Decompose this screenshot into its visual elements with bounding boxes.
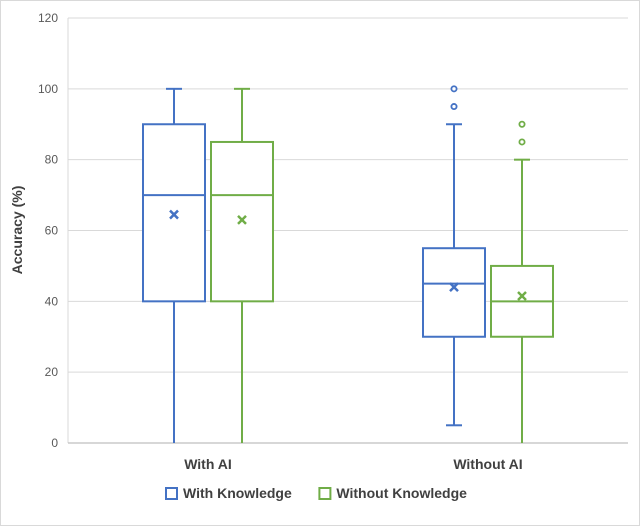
iqr-box <box>142 123 206 303</box>
legend: With Knowledge Without Knowledge <box>165 485 467 501</box>
mean-marker <box>449 282 459 293</box>
outlier-point <box>450 103 458 111</box>
y-tick-label: 20 <box>45 365 59 379</box>
boxes <box>142 85 554 443</box>
outlier-point <box>518 138 526 146</box>
mean-marker <box>517 291 527 301</box>
box-without-knowledge-0 <box>210 87 274 443</box>
outlier-point <box>450 85 458 93</box>
x-category-label: With AI <box>184 456 232 472</box>
iqr-box <box>210 140 274 303</box>
axes: 0 20 40 60 80 100 120 With AI Without AI <box>38 11 628 472</box>
outlier-point <box>518 120 526 128</box>
box-with-knowledge-0 <box>142 87 206 443</box>
legend-label: With Knowledge <box>183 485 292 501</box>
y-tick-label: 40 <box>45 294 59 308</box>
box-with-knowledge-1 <box>422 85 486 427</box>
x-category-label: Without AI <box>453 456 522 472</box>
iqr-box <box>422 247 486 338</box>
legend-swatch <box>318 487 332 500</box>
mean-marker <box>237 214 247 225</box>
y-tick-label: 100 <box>38 82 58 96</box>
legend-label: Without Knowledge <box>336 485 467 501</box>
y-tick-label: 120 <box>38 11 58 25</box>
legend-swatch <box>165 487 178 500</box>
mean-marker <box>169 209 179 220</box>
y-tick-label: 0 <box>51 436 58 450</box>
box-without-knowledge-1 <box>490 120 554 443</box>
y-tick-label: 80 <box>45 153 59 167</box>
y-axis-label: Accuracy (%) <box>9 186 25 275</box>
legend-item: With Knowledge <box>165 485 292 501</box>
legend-item: Without Knowledge <box>318 485 467 501</box>
y-tick-label: 60 <box>45 224 59 238</box>
